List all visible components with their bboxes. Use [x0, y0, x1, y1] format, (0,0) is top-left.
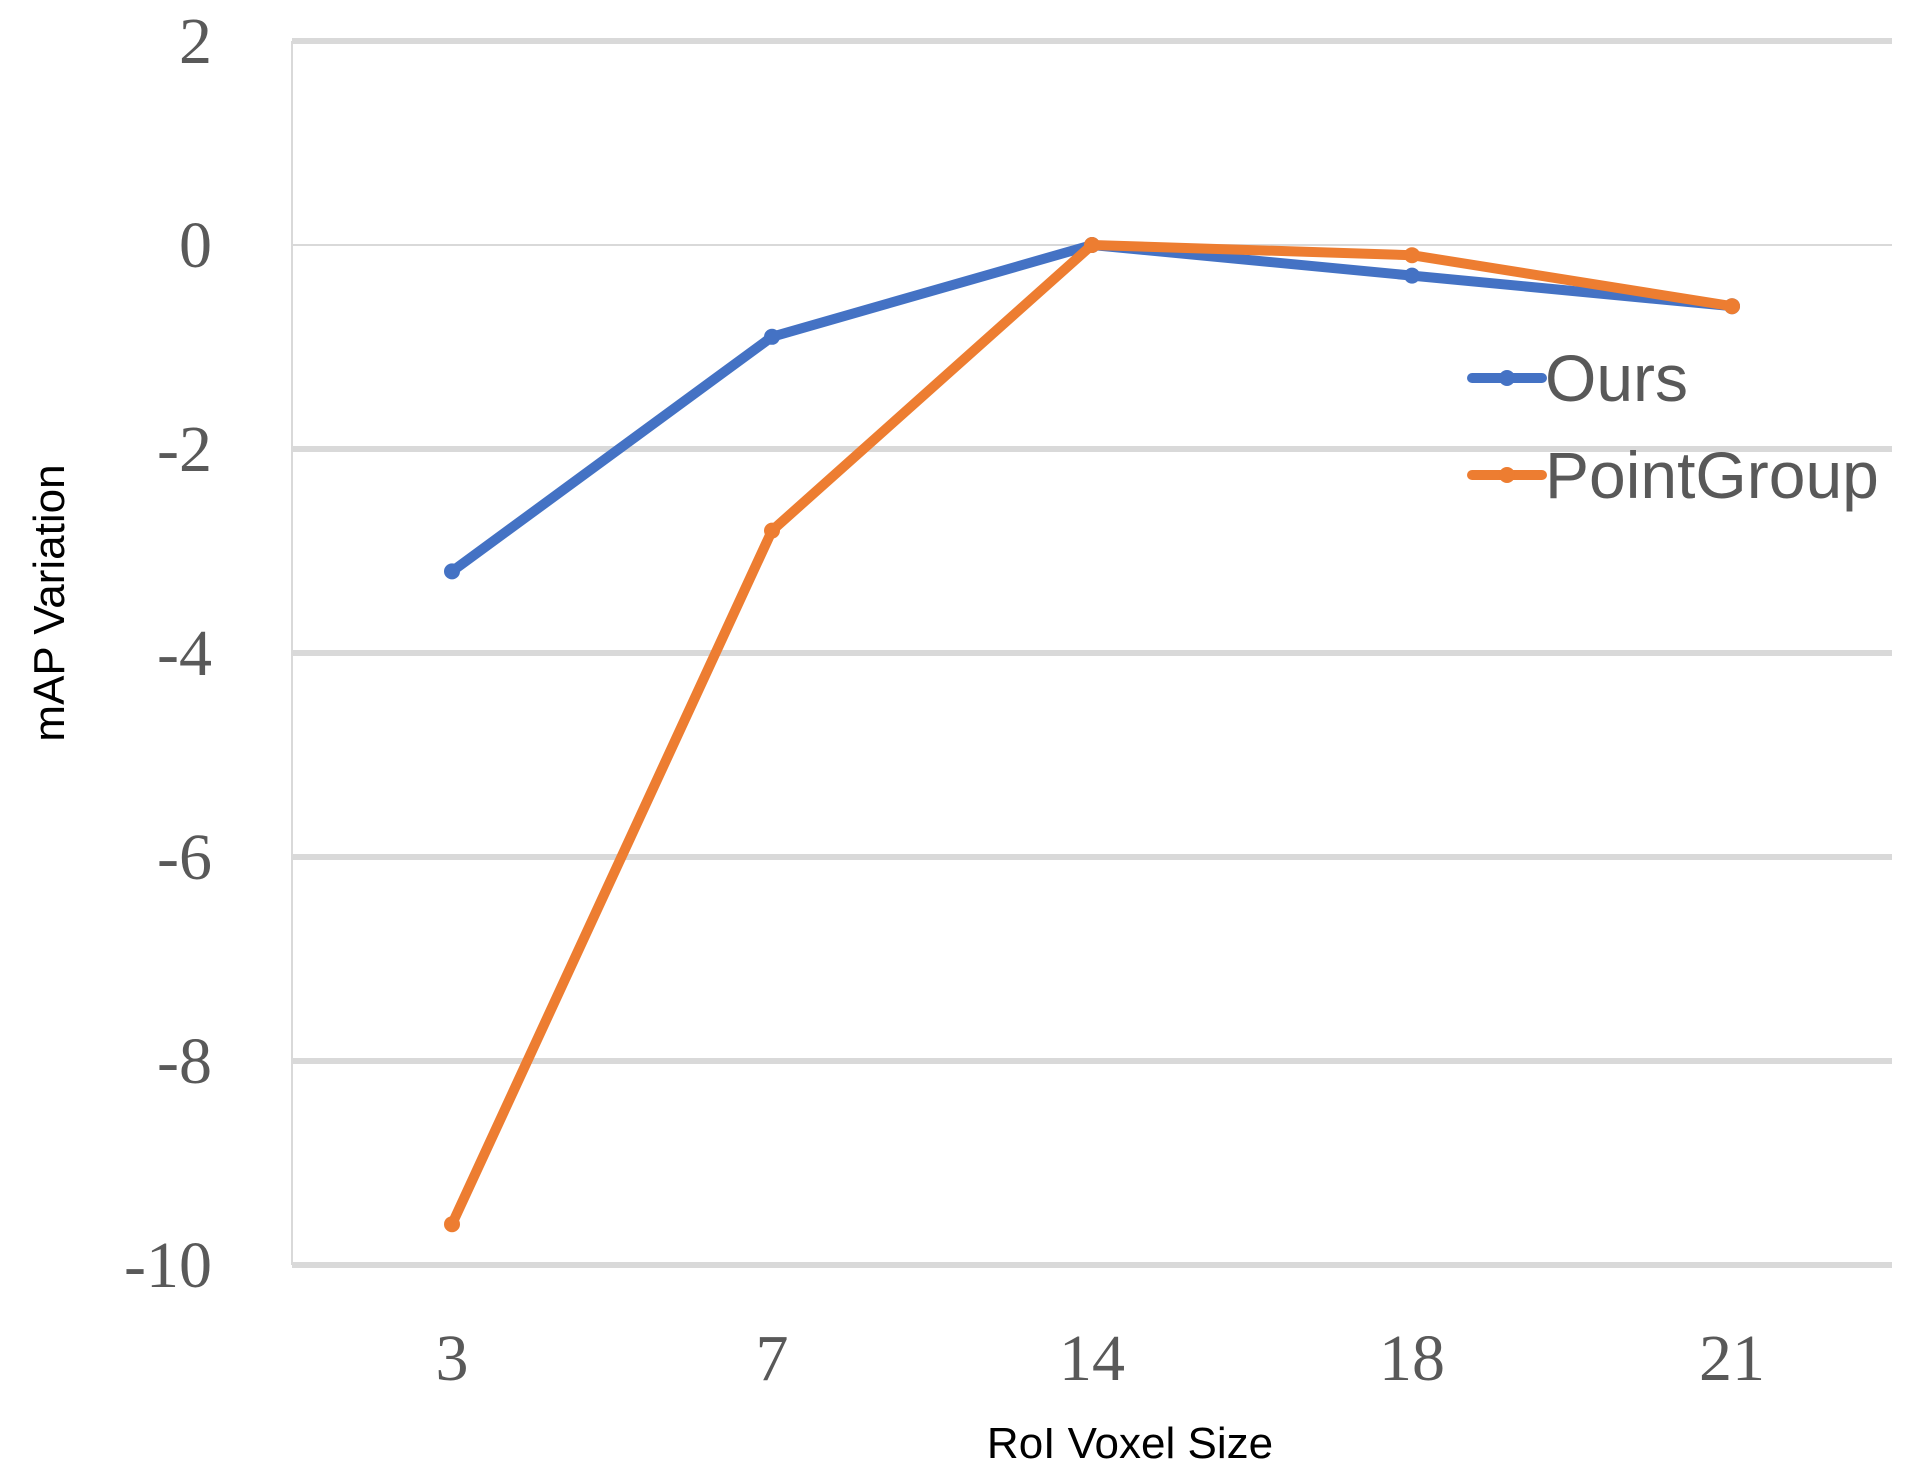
x-tick-label: 21 [1699, 1322, 1765, 1395]
legend-marker [1499, 467, 1515, 483]
x-tick-labels: 3 7 14 18 21 [436, 1322, 1766, 1395]
y-tick-labels: 2 0 -2 -4 -6 -8 -10 [124, 5, 212, 1302]
x-tick-label: 18 [1379, 1322, 1445, 1395]
legend-label: Ours [1545, 341, 1688, 415]
y-tick-label: -4 [157, 617, 212, 690]
data-point [1724, 298, 1740, 315]
series-line-ours [447, 240, 1737, 577]
data-point [1084, 237, 1100, 253]
series-line-pointgroup [447, 240, 1737, 1230]
y-tick-label: -8 [157, 1025, 212, 1098]
data-point [444, 563, 460, 580]
x-axis-title: RoI Voxel Size [987, 1419, 1273, 1468]
legend-label: PointGroup [1545, 438, 1879, 512]
x-tick-label: 3 [436, 1322, 469, 1395]
x-tick-label: 14 [1059, 1322, 1125, 1395]
data-point [764, 522, 780, 539]
y-tick-label: -10 [124, 1229, 212, 1302]
data-point [764, 328, 780, 345]
y-tick-label: -6 [157, 821, 212, 894]
data-point [1404, 247, 1420, 264]
legend-marker [1499, 370, 1515, 386]
y-tick-label: -2 [157, 413, 212, 486]
series-group [444, 237, 1740, 1233]
x-tick-label: 7 [756, 1322, 789, 1395]
y-tick-label: 0 [179, 209, 212, 282]
y-axis-title: mAP Variation [25, 464, 74, 741]
gridlines [292, 38, 1892, 1268]
y-tick-label: 2 [179, 5, 212, 78]
data-point [444, 1216, 460, 1233]
data-point [1404, 267, 1420, 284]
legend: Ours PointGroup [1467, 341, 1879, 512]
